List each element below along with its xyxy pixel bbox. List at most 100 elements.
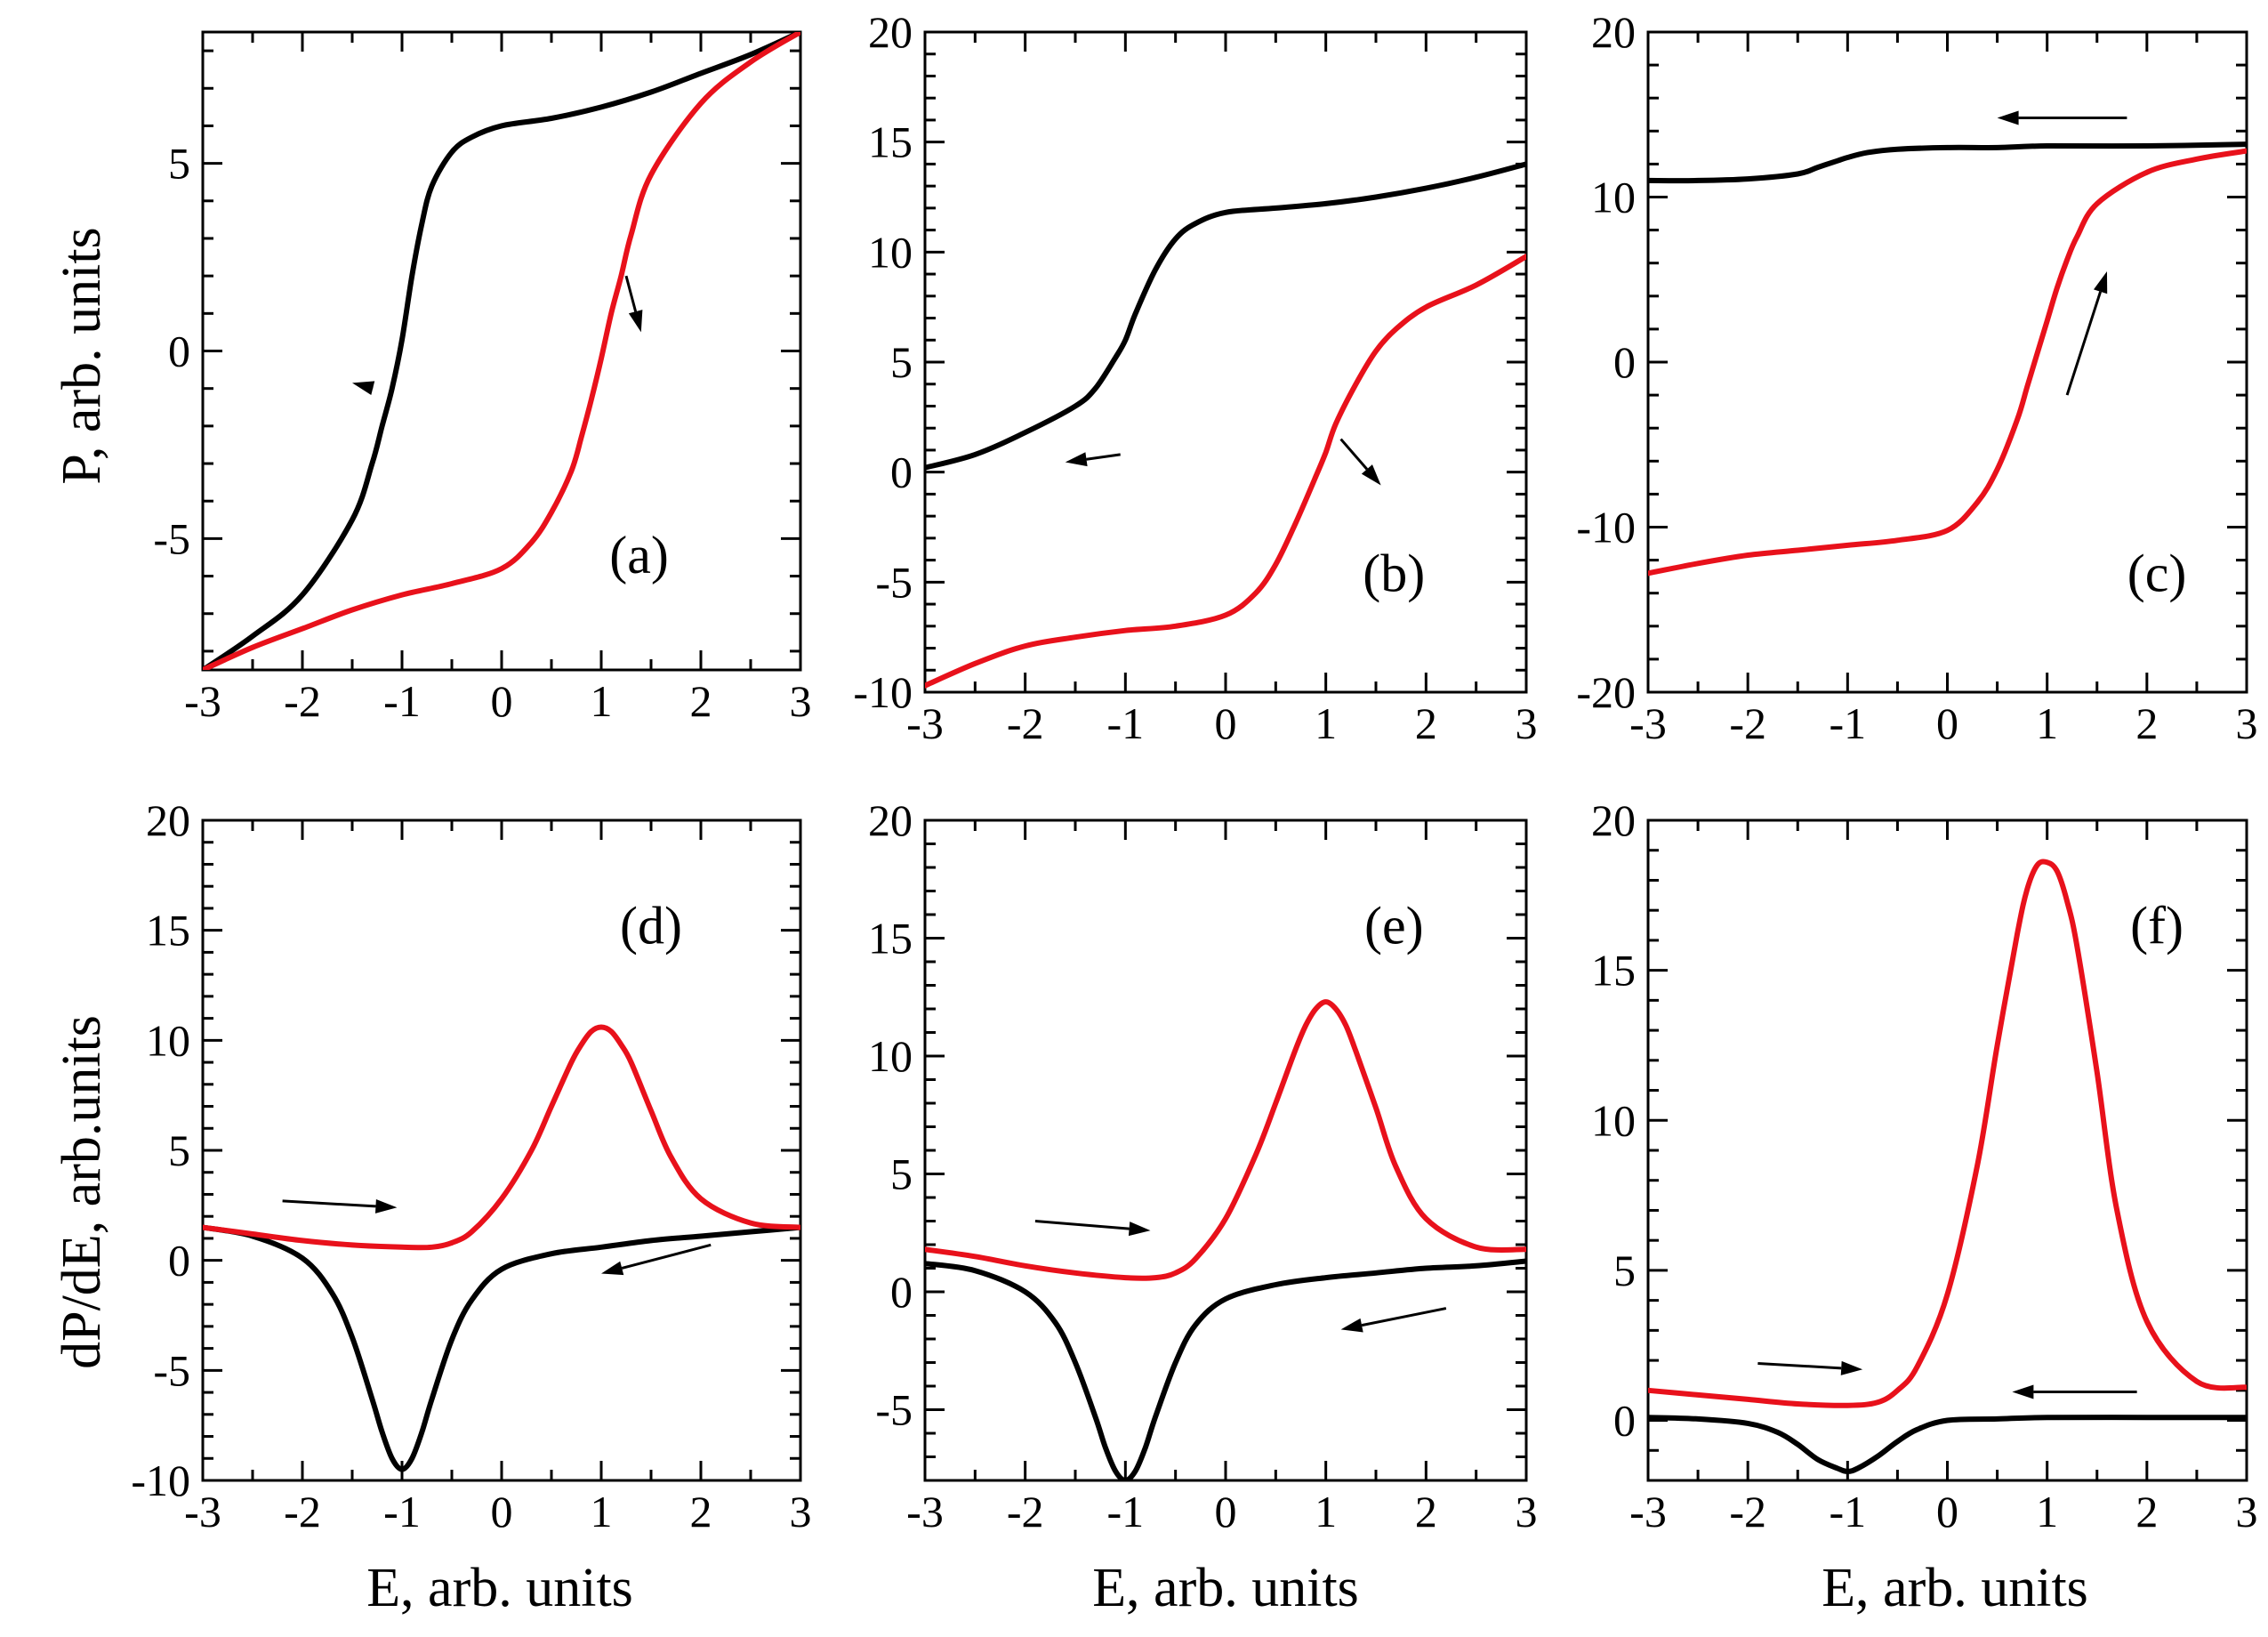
y-tick-label-f: 20 xyxy=(1591,795,1636,845)
x-tick-label-e: 0 xyxy=(1215,1487,1237,1536)
direction-arrow-a xyxy=(624,275,638,312)
series-red-d xyxy=(203,1024,800,1251)
y-tick-label-b: -5 xyxy=(875,557,913,607)
direction-arrowhead-e xyxy=(1340,1318,1363,1333)
y-tick-label-b: 15 xyxy=(868,117,913,167)
plot-frame-b xyxy=(923,30,1528,694)
top-row-y-axis-label: P, arb. units xyxy=(52,227,112,484)
direction-arrow-c xyxy=(2065,291,2103,396)
series-red-e xyxy=(925,999,1526,1281)
y-tick-label-b: 20 xyxy=(868,7,913,57)
x-tick-label-a: -1 xyxy=(383,676,421,726)
x-tick-label-a: 0 xyxy=(491,676,513,726)
y-tick-label-f: 0 xyxy=(1613,1396,1636,1446)
y-tick-label-a: -5 xyxy=(153,513,190,563)
x-tick-label-c: -1 xyxy=(1830,698,1867,748)
y-tick-label-a: 5 xyxy=(168,139,190,189)
direction-arrow-b xyxy=(1339,438,1369,471)
direction-arrowhead-c xyxy=(1997,110,2019,125)
x-tick-label-b: 0 xyxy=(1215,698,1237,748)
y-tick-label-d: -5 xyxy=(153,1345,190,1395)
series-black-c xyxy=(1648,141,2247,184)
bottom-row-y-axis-label: dP/dE, arb.units xyxy=(52,1015,112,1369)
panel-label-f: (f) xyxy=(2130,897,2184,956)
direction-arrow-d xyxy=(621,1243,712,1270)
series-red-c xyxy=(1648,148,2247,577)
x-tick-label-b: 3 xyxy=(1516,698,1538,748)
x-axis-label-d: E, arb. units xyxy=(366,1558,633,1618)
series-black-b xyxy=(925,161,1526,471)
x-tick-label-b: -2 xyxy=(1007,698,1044,748)
x-tick-label-f: 0 xyxy=(1936,1487,1958,1536)
x-tick-label-f: -2 xyxy=(1729,1487,1766,1536)
series-red-b xyxy=(925,254,1526,689)
x-tick-label-d: 2 xyxy=(690,1487,712,1536)
x-tick-label-e: -2 xyxy=(1007,1487,1044,1536)
panels: -3 -2 -1 0 1 2 3-505(a)-3 -2 -1 0 1 2 3-10-505101520… xyxy=(131,7,2257,1536)
direction-arrowhead-b xyxy=(1361,464,1381,486)
y-tick-label-d: -10 xyxy=(131,1456,190,1505)
x-tick-label-d: 1 xyxy=(591,1487,613,1536)
x-tick-label-a: 2 xyxy=(690,676,712,726)
y-tick-label-c: 10 xyxy=(1591,173,1636,222)
x-tick-label-c: -2 xyxy=(1729,698,1766,748)
direction-arrowhead-a xyxy=(628,310,643,333)
x-tick-label-c: 0 xyxy=(1936,698,1958,748)
direction-arrowhead-d xyxy=(601,1261,624,1276)
y-tick-label-e: 15 xyxy=(868,914,913,964)
x-tick-label-d: 0 xyxy=(491,1487,513,1536)
y-tick-label-b: -10 xyxy=(853,667,913,717)
series-red-f xyxy=(1648,859,2247,1408)
x-tick-label-b: 1 xyxy=(1315,698,1337,748)
x-tick-label-b: -1 xyxy=(1107,698,1145,748)
direction-arrowhead-e xyxy=(1128,1222,1151,1237)
x-tick-label-c: 3 xyxy=(2236,698,2258,748)
series-black-e xyxy=(925,1258,1526,1480)
direction-arrow-e xyxy=(1034,1220,1130,1230)
x-tick-label-a: 3 xyxy=(790,676,812,726)
y-tick-label-e: 10 xyxy=(868,1031,913,1081)
direction-arrowhead-f xyxy=(2012,1384,2034,1399)
x-tick-label-e: -3 xyxy=(906,1487,944,1536)
direction-arrow-f xyxy=(1757,1361,1842,1370)
direction-arrowhead-b xyxy=(1065,452,1088,467)
series-black-a xyxy=(203,32,800,670)
panel-label-d: (d) xyxy=(620,897,682,956)
panel-label-e: (e) xyxy=(1364,897,1424,956)
panel-e: -3 -2 -1 0 1 2 3 -5 0 5 10 15 20 (e) xyxy=(868,795,1538,1536)
y-tick-label-d: 0 xyxy=(168,1236,190,1286)
plot-frame-e xyxy=(923,818,1528,1482)
y-tick-label-c: -20 xyxy=(1576,667,1636,717)
direction-arrowhead-d xyxy=(374,1198,398,1214)
y-tick-label-c: -10 xyxy=(1576,503,1636,552)
series-black-d xyxy=(203,1224,800,1472)
panel-label-a: (a) xyxy=(609,526,669,585)
x-tick-label-d: 3 xyxy=(790,1487,812,1536)
x-tick-label-f: -1 xyxy=(1830,1487,1867,1536)
x-tick-label-f: 3 xyxy=(2236,1487,2258,1536)
x-tick-label-f: -3 xyxy=(1629,1487,1667,1536)
y-tick-label-d: 15 xyxy=(146,906,190,956)
x-tick-label-c: 1 xyxy=(2036,698,2058,748)
y-tick-label-b: 5 xyxy=(890,337,913,387)
panel-label-c: (c) xyxy=(2127,544,2187,602)
y-tick-label-e: 20 xyxy=(868,795,913,845)
panel-label-b: (b) xyxy=(1363,544,1425,602)
x-tick-label-b: -3 xyxy=(906,698,944,748)
x-tick-label-d: -3 xyxy=(184,1487,221,1536)
y-tick-label-e: 5 xyxy=(890,1149,913,1199)
x-axis-label-e: E, arb. units xyxy=(1092,1558,1359,1618)
y-tick-label-f: 15 xyxy=(1591,946,1636,996)
direction-arrow-b xyxy=(1086,453,1121,461)
y-tick-label-f: 10 xyxy=(1591,1095,1636,1145)
direction-arrowhead-f xyxy=(1840,1360,1863,1375)
x-tick-label-d: -2 xyxy=(284,1487,321,1536)
y-tick-label-d: 5 xyxy=(168,1125,190,1175)
x-tick-label-e: 3 xyxy=(1516,1487,1538,1536)
x-tick-label-a: 1 xyxy=(591,676,613,726)
y-tick-label-c: 20 xyxy=(1591,7,1636,57)
x-tick-label-e: 2 xyxy=(1415,1487,1437,1536)
plot-frame-d xyxy=(201,818,802,1482)
